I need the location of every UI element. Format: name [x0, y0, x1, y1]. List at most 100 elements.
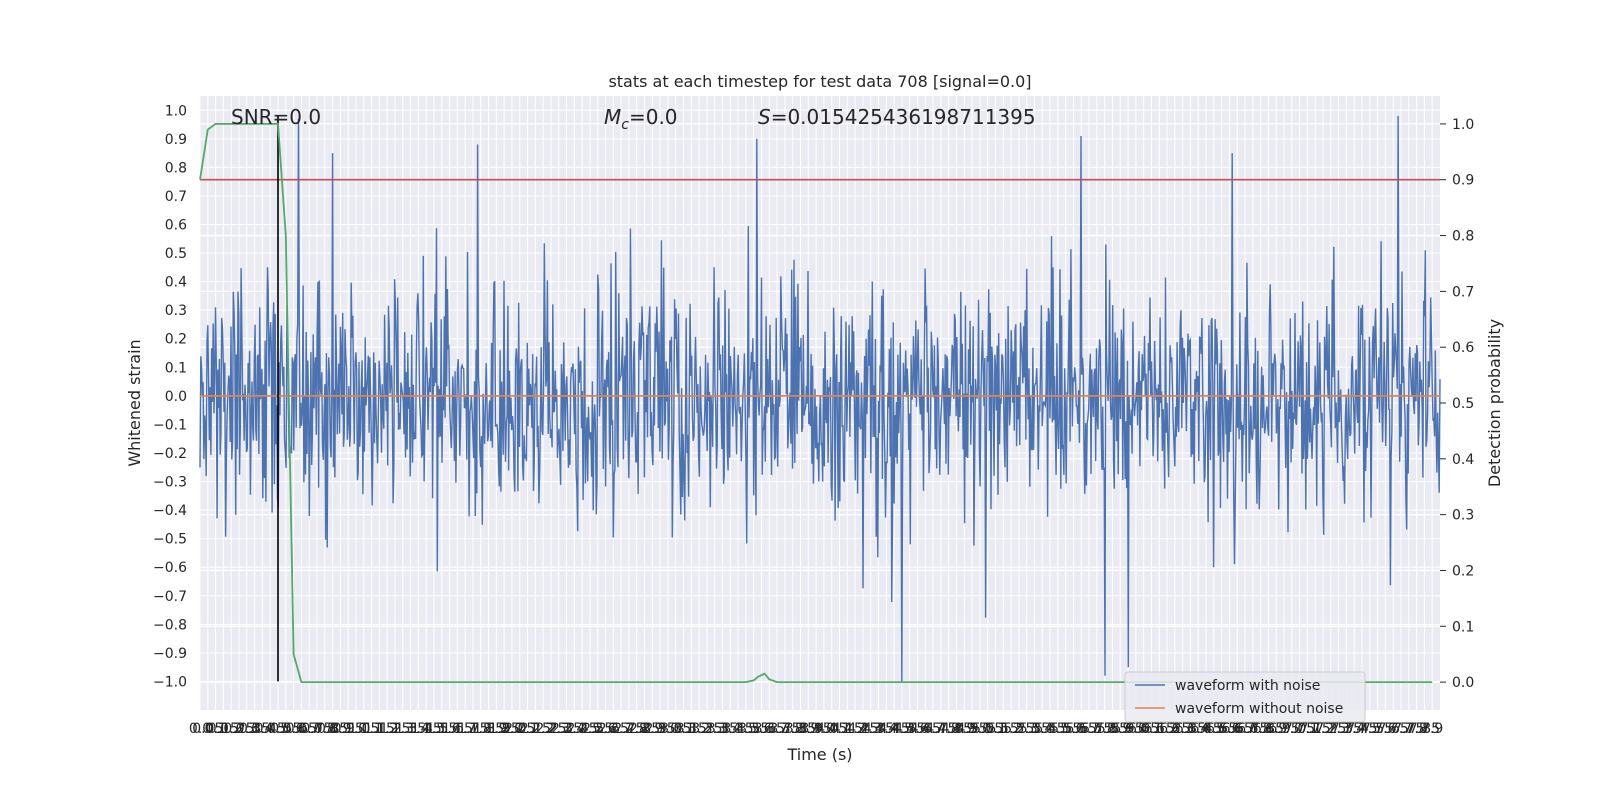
- y-tick-labels-left: 1.0 0.9 0.8 0.7 0.6 0.5 0.4 0.3 0.2 0.1 0.0 −0.1 −0.…: [153, 103, 187, 690]
- y-tick-label-right: 0.7: [1452, 284, 1474, 300]
- x-tick-label: 1.25: [379, 721, 410, 737]
- x-tick-label: 6.15: [1144, 721, 1175, 737]
- x-tick-label: 2.85: [629, 721, 660, 737]
- x-tick-label: 2.3: [548, 721, 570, 737]
- x-tick-label: 7.5: [1359, 721, 1381, 737]
- x-tick-label: 4.8: [938, 721, 960, 737]
- x-tick-label: 7.8: [1405, 721, 1427, 737]
- x-tick-label: 3.75: [769, 721, 800, 737]
- y-tick-label-right: 0.9: [1452, 173, 1474, 189]
- x-tick-label: 1.35: [395, 721, 426, 737]
- x-tick-label: 0.15: [208, 721, 239, 737]
- x-tick-label: 3.2: [688, 721, 710, 737]
- y-tick-label-right: 0.4: [1452, 452, 1474, 468]
- chart-title: stats at each timestep for test data 708…: [608, 72, 1031, 91]
- x-tick-label: 4.95: [956, 721, 987, 737]
- x-axis-label: Time (s): [786, 745, 852, 764]
- y-tick-label-left: −1.0: [153, 674, 187, 690]
- x-tick-label: 3.05: [660, 721, 691, 737]
- y-tick-label-left: 0.8: [165, 160, 187, 176]
- x-tick-label: 3.1: [672, 721, 694, 737]
- x-tick-label: 6.0: [1125, 721, 1147, 737]
- x-tick-label: 3.6: [750, 721, 772, 737]
- x-tick-label: 0.95: [333, 721, 364, 737]
- x-tick-label: 5.4: [1031, 721, 1053, 737]
- x-tick-label: 3.0: [657, 721, 679, 737]
- x-tick-label: 6.95: [1268, 721, 1299, 737]
- x-tick-label: 4.0: [813, 721, 835, 737]
- y-tick-label-left: 0.4: [165, 275, 187, 291]
- series-detection-probability: [199, 123, 1433, 683]
- chirp-mass-value: =0.0: [629, 105, 678, 129]
- x-tick-label: 4.15: [832, 721, 863, 737]
- x-tick-label: 1.75: [457, 721, 488, 737]
- chirp-mass-annotation: Mc=0.0: [604, 105, 678, 133]
- grid: [199, 96, 1440, 710]
- x-tick-label: 0.7: [298, 721, 320, 737]
- x-tick-label: 5.7: [1078, 721, 1100, 737]
- x-tick-label: 2.1: [516, 721, 538, 737]
- x-tick-label: 3.85: [785, 721, 816, 737]
- x-tick-label: 1.15: [364, 721, 395, 737]
- x-tick-label: 1.1: [360, 721, 382, 737]
- x-tick-label: 2.15: [520, 721, 551, 737]
- x-tick-label: 0.05: [192, 721, 223, 737]
- x-tick-label: 2.05: [504, 721, 535, 737]
- y-tick-label-left: 1.0: [165, 103, 187, 119]
- x-tick-label: 1.7: [454, 721, 476, 737]
- x-tick-label: 2.4: [563, 721, 585, 737]
- x-tick-label: 0.4: [251, 721, 273, 737]
- y-tick-label-left: 0.3: [165, 303, 187, 319]
- x-tick-label: 6.4: [1187, 721, 1209, 737]
- x-tick-label: 5.45: [1034, 721, 1065, 737]
- x-tick-label: 7.65: [1378, 721, 1409, 737]
- y-tick-label-right: 0.5: [1452, 396, 1474, 412]
- x-tick-label: 3.8: [782, 721, 804, 737]
- x-tick-label: 2.9: [641, 721, 663, 737]
- x-tick-label: 6.05: [1128, 721, 1159, 737]
- x-tick-label: 7.05: [1284, 721, 1315, 737]
- x-tick-label: 2.95: [645, 721, 676, 737]
- legend-box: [1124, 671, 1366, 723]
- legend: waveform with noise waveform without noi…: [1124, 671, 1366, 723]
- x-tick-label: 5.85: [1097, 721, 1128, 737]
- x-tick-label: 0.6: [282, 721, 304, 737]
- x-tick-label: 7.25: [1315, 721, 1346, 737]
- y-tick-label-left: −0.3: [153, 475, 187, 491]
- legend-entry-clean: waveform without noise: [1175, 701, 1343, 717]
- y-tick-label-left: −0.2: [153, 446, 187, 462]
- y-tick-label-right: 0.6: [1452, 340, 1474, 356]
- x-tick-label: 0.35: [239, 721, 270, 737]
- y-tick-label-left: 0.2: [165, 332, 187, 348]
- x-tick-label: 2.2: [532, 721, 554, 737]
- x-tick-label: 0.0: [189, 721, 211, 737]
- x-tick-label: 1.05: [348, 721, 379, 737]
- y-tick-label-right: 0.0: [1452, 675, 1474, 691]
- x-tick-label: 5.65: [1066, 721, 1097, 737]
- x-tick-label: 7.3: [1327, 721, 1349, 737]
- x-tick-label: 1.5: [423, 721, 445, 737]
- x-tick-label: 4.75: [925, 721, 956, 737]
- x-tick-label: 7.6: [1374, 721, 1396, 737]
- x-tick-label: 2.65: [598, 721, 629, 737]
- x-tick-label: 0.3: [236, 721, 258, 737]
- x-tick-label: 4.45: [879, 721, 910, 737]
- x-tick-label: 2.45: [567, 721, 598, 737]
- x-tick-label: 3.45: [723, 721, 754, 737]
- x-tick-label: 5.25: [1003, 721, 1034, 737]
- y-tick-labels-right: 1.0 0.9 0.8 0.7 0.6 0.5 0.4 0.3 0.2 0.1 0.0: [1440, 117, 1474, 691]
- stat-symbol: S: [758, 105, 771, 129]
- x-tick-label: 0.75: [301, 721, 332, 737]
- x-tick-label: 6.55: [1206, 721, 1237, 737]
- x-tick-label: 4.35: [863, 721, 894, 737]
- x-tick-label: 0.1: [204, 721, 226, 737]
- x-tick-label: 0.9: [329, 721, 351, 737]
- snr-annotation: SNR=0.0: [231, 105, 321, 129]
- x-tick-label: 7.2: [1312, 721, 1334, 737]
- x-tick-label: 2.25: [535, 721, 566, 737]
- x-tick-label: 1.65: [442, 721, 473, 737]
- x-tick-label: 1.2: [376, 721, 398, 737]
- x-tick-label: 4.55: [894, 721, 925, 737]
- y-tick-label-left: 0.1: [165, 360, 187, 376]
- x-tick-label: 5.55: [1050, 721, 1081, 737]
